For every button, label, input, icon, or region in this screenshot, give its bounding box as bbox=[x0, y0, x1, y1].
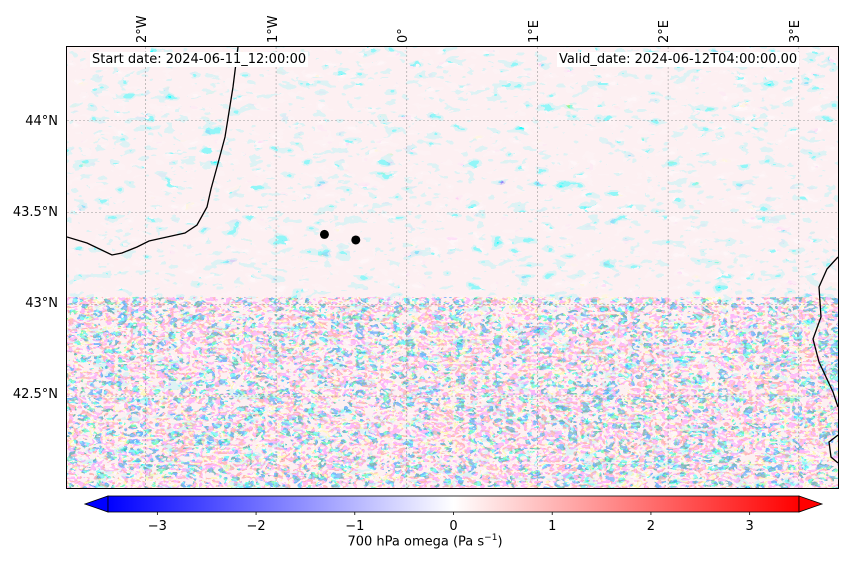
colorbar-extend-low bbox=[84, 495, 109, 513]
colorbar-ticklines bbox=[156, 512, 751, 515]
lat-label-42-5n: 42.5°N bbox=[12, 387, 58, 402]
valid-date-label: Valid_date: 2024-06-12T04:00:00.00 bbox=[557, 52, 800, 67]
colorbar-label-text: 700 hPa omega (Pa s bbox=[347, 534, 485, 550]
colorbar-label: 700 hPa omega (Pa s−1) bbox=[0, 533, 850, 549]
colorbar-tick-label: −2 bbox=[246, 519, 266, 534]
graticule bbox=[67, 47, 838, 488]
colorbar-tick-label: 1 bbox=[548, 519, 557, 534]
omega-field-map bbox=[67, 47, 838, 488]
colorbar bbox=[84, 495, 824, 515]
colorbar-tick-label: −1 bbox=[345, 519, 365, 534]
colorbar-tick-label: 3 bbox=[745, 519, 754, 534]
colorbar-label-superscript: −1 bbox=[484, 533, 498, 543]
lon-label-1w: 1°W bbox=[266, 15, 281, 43]
omega-field-south-detail bbox=[67, 297, 838, 488]
station-markers bbox=[319, 229, 361, 245]
colorbar-tick-labels: −3 −2 −1 0 1 2 3 bbox=[0, 519, 850, 537]
colorbar-tick-label: −3 bbox=[147, 519, 167, 534]
lat-label-43n: 43°N bbox=[25, 296, 58, 311]
start-date-label: Start date: 2024-06-11_12:00:00 bbox=[90, 52, 309, 67]
coastline-southeast bbox=[828, 434, 838, 464]
colorbar-extend-high bbox=[798, 495, 824, 513]
lon-label-1e: 1°E bbox=[527, 20, 542, 43]
colorbar-tick-label: 2 bbox=[646, 519, 656, 534]
lon-label-2w: 2°W bbox=[135, 15, 150, 43]
colorbar-label-end: ) bbox=[497, 534, 503, 550]
coastline bbox=[67, 47, 239, 256]
lon-label-0: 0° bbox=[396, 28, 411, 43]
lon-label-2e: 2°E bbox=[657, 20, 672, 43]
lat-label-43-5n: 43.5°N bbox=[12, 205, 58, 220]
colorbar-gradient bbox=[107, 495, 800, 513]
station-marker bbox=[351, 235, 361, 245]
station-marker bbox=[319, 229, 329, 239]
map-panel bbox=[66, 46, 839, 489]
lon-label-3e: 3°E bbox=[788, 20, 803, 43]
lat-label-44n: 44°N bbox=[25, 114, 58, 129]
colorbar-tick-label: 0 bbox=[449, 519, 458, 534]
coastline-east bbox=[812, 256, 838, 408]
